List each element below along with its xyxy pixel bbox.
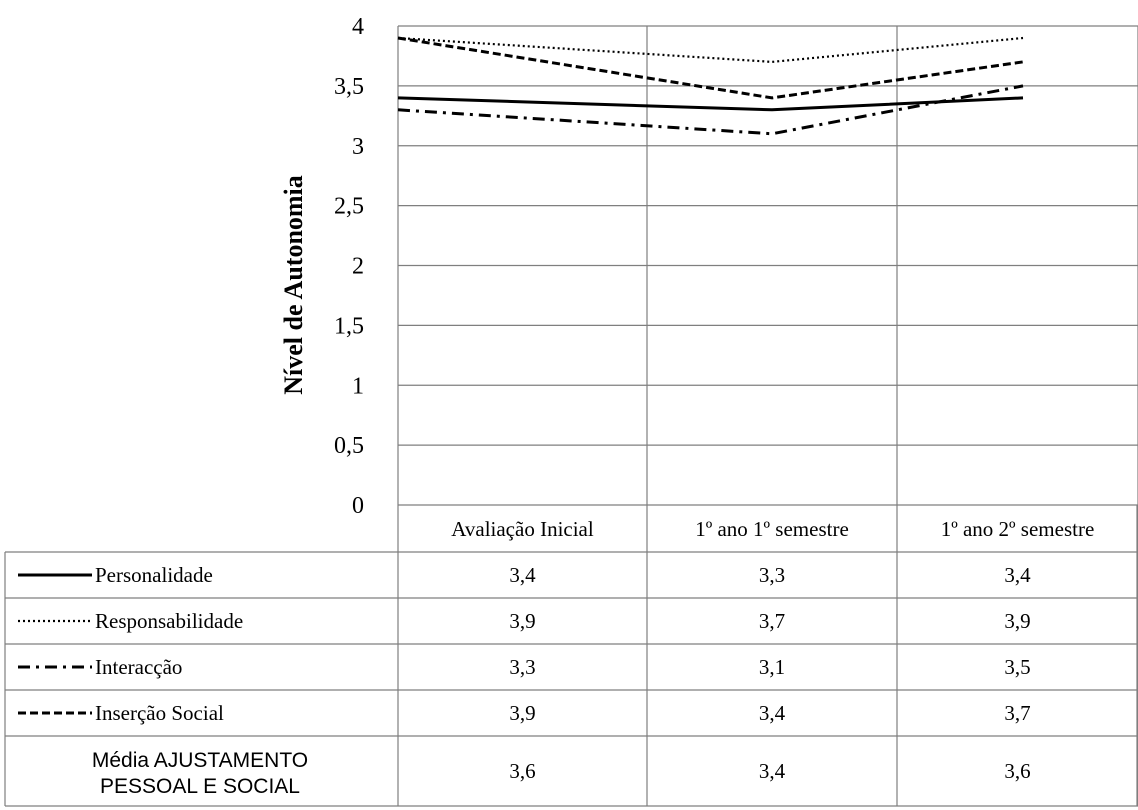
category-label: 1º ano 2º semestre: [941, 517, 1095, 541]
table-cell-value: 3,9: [1004, 609, 1030, 633]
series-line-inser-o-social: [397, 36, 1024, 100]
series-name: Personalidade: [95, 563, 213, 587]
table-cell-value: 3,4: [759, 701, 786, 725]
table-cell-value: 3,5: [1004, 655, 1030, 679]
table-cell-value: 3,9: [509, 609, 535, 633]
y-tick-label: 0: [352, 493, 364, 519]
y-tick-labels: 0 0,5 1 1,5 2 2,5 3 3,5 4: [334, 14, 364, 519]
table-cell-value: 3,7: [759, 609, 785, 633]
series-line-responsabilidade: [397, 36, 1024, 64]
y-tick-label: 3: [352, 134, 364, 160]
y-tick-label: 0,5: [334, 433, 364, 459]
gridlines: [397, 25, 1138, 505]
series-line-interac-o: [397, 84, 1024, 136]
series-lines: [397, 36, 1024, 136]
table-cell-value: 3,9: [509, 701, 535, 725]
summary-value: 3,6: [509, 759, 535, 783]
y-axis-title: Nível de Autonomia: [279, 175, 308, 395]
category-label: Avaliação Inicial: [451, 517, 594, 541]
table-cell-value: 3,1: [759, 655, 785, 679]
series-line-personalidade: [397, 96, 1024, 112]
y-tick-label: 1,5: [334, 313, 364, 339]
y-tick-label: 2,5: [334, 194, 364, 220]
table-cell-value: 3,3: [509, 655, 535, 679]
y-tick-label: 3,5: [334, 74, 364, 100]
summary-row-label: Média AJUSTAMENTO: [92, 749, 308, 772]
series-name: Responsabilidade: [95, 609, 243, 633]
table-cell-value: 3,4: [1004, 563, 1031, 587]
table-cell-value: 3,7: [1004, 701, 1030, 725]
y-tick-label: 2: [352, 254, 364, 280]
series-name: Inserção Social: [95, 701, 224, 725]
y-tick-label: 1: [352, 373, 364, 399]
series-name: Interacção: [95, 655, 182, 679]
y-tick-label: 4: [352, 14, 364, 40]
summary-row-label: PESSOAL E SOCIAL: [100, 775, 300, 798]
category-label: 1º ano 1º semestre: [695, 517, 849, 541]
summary-value: 3,6: [1004, 759, 1030, 783]
table-cell-value: 3,3: [759, 563, 785, 587]
table-cell-value: 3,4: [509, 563, 536, 587]
data-table: Avaliação Inicial 1º ano 1º semestre 1º an…: [4, 504, 1138, 807]
summary-value: 3,4: [759, 759, 786, 783]
